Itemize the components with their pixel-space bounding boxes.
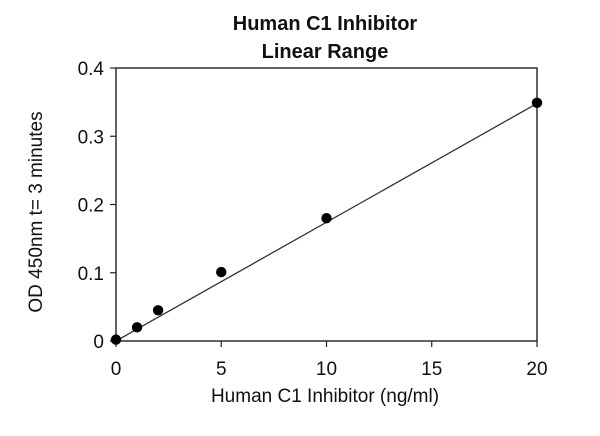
x-tick-label: 5: [216, 359, 227, 380]
x-axis-label: Human C1 Inhibitor (ng/ml): [211, 386, 439, 407]
data-points: [110, 97, 543, 345]
plot-area: [115, 67, 538, 342]
x-tick-label: 20: [526, 359, 547, 380]
x-tick-label: 15: [421, 359, 442, 380]
x-tick-label: 10: [316, 359, 337, 380]
y-axis-label: OD 450nm t= 3 minutes: [26, 111, 47, 312]
data-point: [110, 334, 122, 345]
y-tick-label: 0: [93, 332, 104, 353]
data-point: [321, 212, 332, 224]
data-point: [531, 97, 543, 109]
y-tick-label: 0.3: [78, 127, 104, 148]
data-point: [216, 266, 227, 278]
y-tick-label: 0.1: [78, 264, 104, 285]
data-point: [131, 322, 143, 333]
axis-ticks: 0 0.1 0.2 0.3 0.4 0 5 10 15 20: [78, 59, 548, 380]
y-tick-label: 0.2: [78, 196, 104, 217]
y-tick-label: 0.4: [78, 59, 105, 80]
chart-title-line-1: Human C1 Inhibitor: [233, 13, 418, 35]
x-tick-label: 0: [111, 359, 122, 380]
chart-title-line-2: Linear Range: [262, 41, 389, 63]
plot-border: [115, 67, 538, 342]
data-point: [152, 305, 164, 316]
